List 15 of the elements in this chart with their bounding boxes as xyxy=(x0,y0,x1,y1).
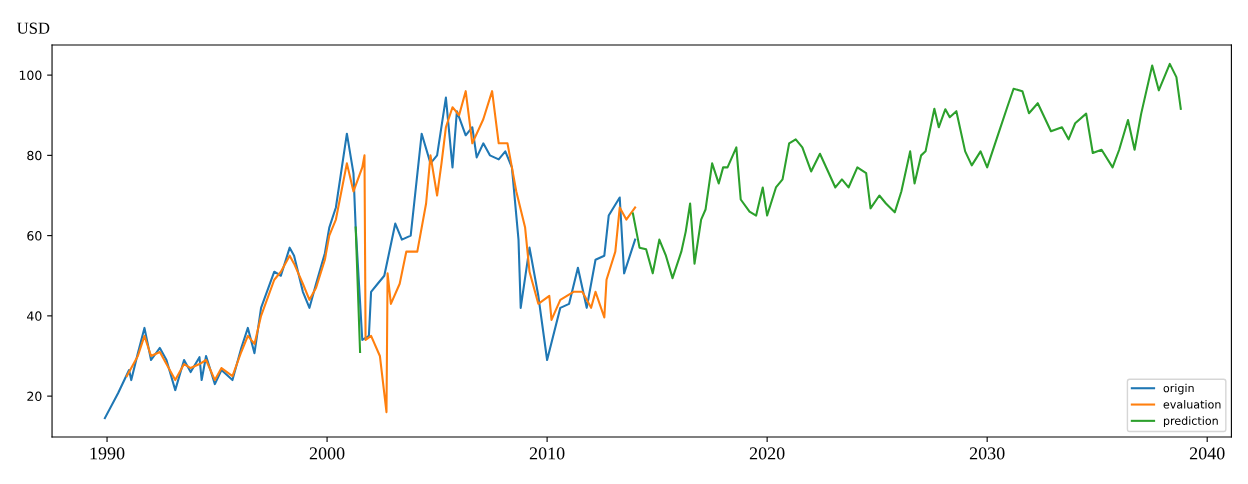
y-tick-label: 60 xyxy=(27,231,42,241)
x-tick-label: 2020 xyxy=(749,447,785,460)
y-tick-label: 20 xyxy=(27,391,42,402)
legend-label: prediction xyxy=(1163,416,1218,428)
x-tick-label: 2030 xyxy=(969,447,1005,460)
x-tick-label: 2040 xyxy=(1189,447,1225,460)
legend-label: evaluation xyxy=(1163,399,1221,409)
x-tick-label: 2000 xyxy=(309,447,345,460)
y-tick-label: 100 xyxy=(19,70,42,81)
y-tick-label: 40 xyxy=(27,311,42,321)
x-tick-label: 1990 xyxy=(90,447,125,460)
y-tick-label: 80 xyxy=(27,150,42,161)
legend-label: origin xyxy=(1163,383,1194,395)
x-tick-label: 2010 xyxy=(529,447,565,460)
y-axis-title: USD xyxy=(17,22,50,34)
